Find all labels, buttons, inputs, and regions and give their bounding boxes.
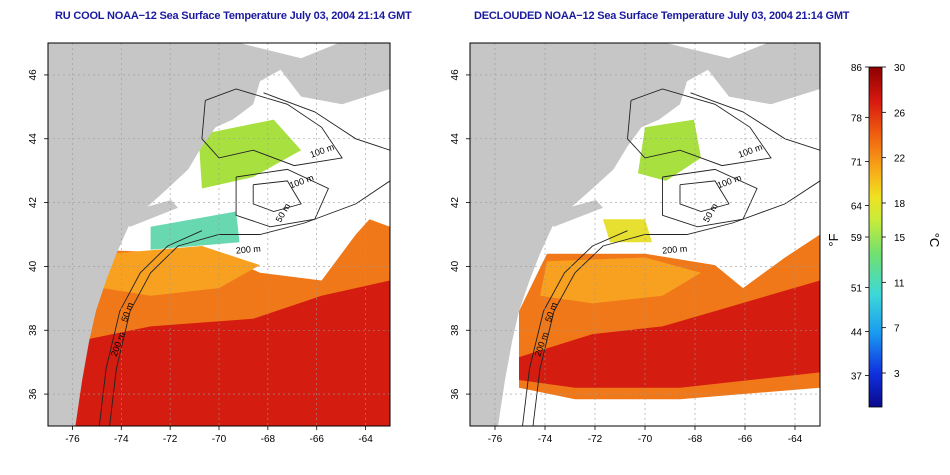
celsius-tick-label: 11	[894, 278, 905, 289]
fahrenheit-tick-label: 86	[851, 63, 863, 74]
celsius-tick-label: 26	[894, 108, 906, 119]
fahrenheit-tick-label: 51	[851, 283, 863, 294]
fahrenheit-tick-label: 78	[851, 113, 863, 124]
celsius-unit-label: °C	[927, 233, 942, 248]
celsius-tick-label: 15	[894, 233, 906, 244]
left-map-title: RU COOL NOAA−12 Sea Surface Temperature …	[55, 10, 412, 22]
colorbar-gradient	[868, 66, 883, 408]
fahrenheit-tick-label: 44	[851, 327, 863, 338]
fahrenheit-unit-label: °F	[826, 233, 841, 246]
fahrenheit-tick-label: 64	[851, 202, 863, 213]
fahrenheit-tick-label: 71	[851, 157, 863, 168]
celsius-tick-label: 18	[894, 199, 906, 210]
fahrenheit-tick-label: 59	[851, 233, 863, 244]
celsius-tick-label: 22	[894, 154, 906, 165]
celsius-tick-label: 7	[894, 324, 900, 335]
fahrenheit-tick-label: 37	[851, 372, 863, 383]
celsius-tick-label: 3	[894, 369, 900, 380]
right-map-title: DECLOUDED NOAA−12 Sea Surface Temperatur…	[474, 10, 850, 22]
celsius-tick-label: 30	[894, 63, 906, 74]
